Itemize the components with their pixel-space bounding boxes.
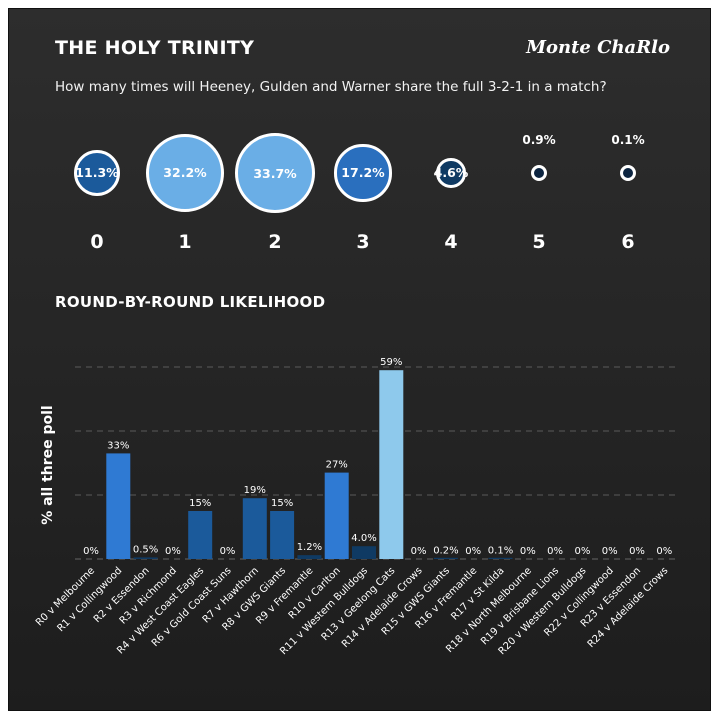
distribution-bubble-1: 32.2%	[145, 133, 225, 213]
bubble-count-label: 1	[178, 231, 192, 253]
subtitle: How many times will Heeney, Gulden and W…	[55, 79, 607, 95]
bubble-count-label: 0	[90, 231, 104, 253]
bar-2	[133, 557, 158, 559]
infographic-frame: THE HOLY TRINITY Monte ChaRlo How many t…	[8, 8, 711, 711]
y-axis-title: % all three poll	[40, 405, 56, 525]
bar-8	[297, 555, 322, 559]
distribution-bubbles: 11.3% 0 32.2% 1 33.7% 2 17.2% 3 4.6% 4 0.9% 5 0.1% 6	[9, 9, 712, 279]
bar-value-label: 0%	[220, 546, 236, 557]
bubble-percent-label: 32.2%	[163, 165, 207, 181]
bar-value-label: 0.5%	[133, 544, 158, 555]
bar-value-label: 0%	[83, 546, 99, 557]
bar-value-label: 0%	[574, 546, 590, 557]
distribution-bubble-0: 11.3%	[73, 149, 121, 197]
bubble-count-label: 4	[444, 231, 458, 253]
bar-value-label: 59%	[380, 357, 402, 368]
bar-value-label: 33%	[107, 440, 129, 451]
bubble-count-label: 6	[621, 231, 635, 253]
bar-11	[379, 370, 404, 559]
bar-10	[352, 546, 376, 559]
bar-value-label: 0%	[520, 546, 536, 557]
bar-value-label: 0.2%	[433, 545, 458, 556]
bubble-percent-label: 11.3%	[75, 165, 119, 181]
bar-9	[324, 472, 349, 559]
bubble-percent-label: 33.7%	[253, 165, 297, 181]
distribution-bubble-3: 17.2%	[334, 144, 392, 202]
bar-value-label: 15%	[189, 498, 211, 509]
bar-15	[488, 557, 513, 559]
bubble-percent-label: 0.9%	[522, 133, 556, 147]
bar-value-label: 0%	[465, 546, 481, 557]
distribution-bubble-4: 4.6%	[433, 158, 469, 188]
bar-value-label: 19%	[244, 485, 266, 496]
bar-value-label: 0%	[411, 546, 427, 557]
bar-value-label: 4.0%	[351, 533, 376, 544]
bar-value-label: 0%	[602, 546, 618, 557]
distribution-bubble-5	[531, 165, 547, 181]
bar-4	[188, 511, 213, 559]
bubble-percent-label: 17.2%	[341, 165, 385, 181]
bar-7	[270, 511, 295, 559]
bubble-count-label: 5	[532, 231, 546, 253]
bar-value-label: 0%	[165, 546, 181, 557]
bar-6	[242, 498, 267, 559]
bar-value-label: 1.2%	[297, 542, 322, 553]
page-title: THE HOLY TRINITY	[55, 37, 255, 59]
bubble-count-label: 3	[356, 231, 370, 253]
bar-value-label: 0%	[629, 546, 645, 557]
bar-value-label: 0%	[656, 546, 672, 557]
bar-value-label: 0.1%	[488, 546, 513, 557]
bubble-percent-label: 0.1%	[611, 133, 645, 147]
section-title: ROUND-BY-ROUND LIKELIHOOD	[55, 293, 326, 311]
bar-value-label: 15%	[271, 498, 293, 509]
distribution-bubble-2: 33.7%	[235, 133, 315, 213]
bar-value-label: 0%	[547, 546, 563, 557]
bar-value-label: 27%	[326, 460, 348, 471]
brand-logo: Monte ChaRlo	[526, 37, 670, 58]
distribution-bubble-6	[620, 165, 636, 181]
bar-1	[106, 453, 131, 559]
bubble-count-label: 2	[268, 231, 282, 253]
bar-13	[433, 557, 458, 559]
bubble-percent-label: 4.6%	[433, 165, 469, 181]
